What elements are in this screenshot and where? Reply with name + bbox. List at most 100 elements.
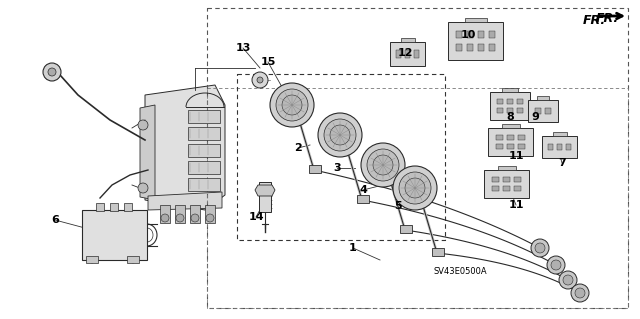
Circle shape	[270, 83, 314, 127]
Bar	[456, 31, 462, 39]
Bar	[492, 186, 499, 191]
Circle shape	[531, 239, 549, 257]
Bar	[515, 176, 521, 182]
Text: 13: 13	[236, 43, 251, 53]
Bar	[489, 43, 495, 51]
Bar	[188, 178, 220, 191]
Circle shape	[535, 243, 545, 253]
Circle shape	[318, 113, 362, 157]
Bar	[207, 88, 628, 308]
Circle shape	[138, 120, 148, 130]
Circle shape	[191, 214, 199, 222]
Text: 3: 3	[333, 163, 341, 173]
Text: 8: 8	[506, 112, 514, 122]
Circle shape	[367, 149, 399, 181]
Bar	[507, 108, 513, 114]
Circle shape	[206, 214, 214, 222]
Circle shape	[575, 288, 585, 298]
Bar	[188, 127, 220, 140]
Circle shape	[361, 143, 405, 187]
Text: 4: 4	[359, 185, 367, 195]
Bar	[188, 110, 220, 123]
Text: 6: 6	[51, 215, 59, 225]
Bar	[207, 8, 628, 308]
Circle shape	[130, 257, 136, 263]
Bar	[82, 210, 147, 260]
Bar	[357, 195, 369, 203]
Bar	[492, 176, 499, 182]
Bar	[566, 144, 571, 150]
Bar	[518, 144, 525, 150]
Bar	[400, 225, 412, 233]
Circle shape	[138, 183, 148, 193]
Bar	[507, 135, 514, 140]
Bar	[160, 205, 170, 223]
Text: FR.: FR.	[583, 13, 606, 26]
Bar	[497, 99, 503, 104]
Bar	[413, 50, 419, 58]
Circle shape	[559, 271, 577, 289]
Bar	[86, 256, 98, 263]
Bar	[188, 144, 220, 157]
Bar	[528, 100, 558, 122]
Circle shape	[252, 72, 268, 88]
Text: 9: 9	[531, 112, 539, 122]
Text: 11: 11	[508, 151, 524, 161]
Circle shape	[547, 256, 565, 274]
Bar	[465, 18, 486, 22]
Bar	[477, 31, 484, 39]
Bar	[124, 203, 132, 211]
Circle shape	[563, 275, 573, 285]
Text: 2: 2	[294, 143, 302, 153]
Bar	[497, 166, 515, 170]
Polygon shape	[148, 192, 222, 210]
Circle shape	[176, 214, 184, 222]
Bar	[190, 205, 200, 223]
Polygon shape	[145, 85, 225, 210]
Bar	[557, 144, 562, 150]
Circle shape	[276, 89, 308, 121]
Bar	[507, 99, 513, 104]
Bar	[542, 136, 577, 158]
Circle shape	[330, 125, 350, 145]
Bar	[517, 108, 523, 114]
Bar	[517, 99, 523, 104]
Bar	[497, 108, 503, 114]
Circle shape	[48, 68, 56, 76]
Circle shape	[393, 166, 437, 210]
Bar	[490, 92, 530, 120]
Circle shape	[551, 260, 561, 270]
Circle shape	[571, 284, 589, 302]
Bar	[502, 124, 520, 128]
Bar	[127, 256, 139, 263]
Bar	[448, 22, 503, 60]
Bar	[496, 144, 502, 150]
Circle shape	[89, 257, 95, 263]
Bar	[175, 205, 185, 223]
Text: 1: 1	[349, 243, 357, 253]
Text: 10: 10	[460, 30, 476, 40]
Circle shape	[399, 172, 431, 204]
Bar	[502, 88, 518, 92]
Text: SV43E0500A: SV43E0500A	[433, 268, 487, 277]
Bar	[496, 135, 502, 140]
Bar	[467, 31, 474, 39]
Bar	[515, 186, 521, 191]
Bar	[518, 135, 525, 140]
Bar	[503, 186, 510, 191]
Bar	[488, 128, 533, 156]
Bar	[110, 203, 118, 211]
Bar	[432, 248, 444, 256]
Text: 15: 15	[260, 57, 276, 67]
Bar	[503, 176, 510, 182]
Bar	[96, 203, 104, 211]
Bar	[467, 43, 474, 51]
Text: 14: 14	[248, 212, 264, 222]
Bar	[237, 74, 445, 240]
Text: 7: 7	[558, 158, 566, 168]
Polygon shape	[140, 105, 155, 200]
Circle shape	[257, 77, 263, 83]
Bar	[484, 170, 529, 198]
Bar	[188, 161, 220, 174]
Text: 12: 12	[397, 48, 413, 58]
